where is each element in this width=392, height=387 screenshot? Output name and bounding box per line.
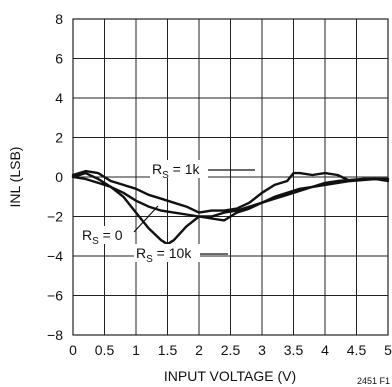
y-tick-label-6: 4 [55,90,63,106]
x-tick-labels: 0 0.5 1 1.5 2 2.5 3 3.5 4 4.5 5 [69,342,392,358]
label-rs-1k-rest: = 1k [169,161,201,177]
y-tick-label-4: 0 [55,169,63,185]
label-rs-10k: RS = 10k [136,245,192,265]
x-tick-label-3: 1.5 [158,342,178,358]
x-tick-label-9: 4.5 [347,342,367,358]
x-axis-label: INPUT VOLTAGE (V) [164,368,296,384]
x-tick-label-1: 0.5 [95,342,115,358]
label-rs-10k-main: R [136,245,146,261]
x-tick-label-10: 5 [384,342,392,358]
y-tick-label-0: −8 [47,327,63,343]
y-tick-label-7: 6 [55,51,63,67]
x-tick-label-4: 2 [195,342,203,358]
x-tick-label-0: 0 [69,342,77,358]
series-line-rs-0 [71,175,390,218]
y-tick-label-2: −4 [47,248,63,264]
label-rs-10k-rest: = 10k [153,245,193,261]
x-tick-label-8: 4 [321,342,329,358]
label-rs-0-main: R [82,227,92,243]
series-line-rs-1k [71,169,390,214]
label-rs-10k-sub: S [146,254,153,265]
figure-code: 2451 F1 [357,376,390,386]
label-bg-rs-1k [150,160,208,178]
annotations: RS = 1k RS = 0 RS = 10k [80,160,255,265]
label-rs-1k-sub: S [162,170,169,181]
y-tick-label-5: 2 [55,130,63,146]
label-rs-0: RS = 0 [82,227,123,247]
y-tick-label-1: −6 [47,288,63,304]
y-axis-label: INL (LSB) [7,147,23,208]
label-bg-rs-10k [134,244,200,262]
x-tick-label-7: 3.5 [284,342,304,358]
y-tick-labels: −8 −6 −4 −2 0 2 4 6 8 [47,11,63,343]
label-rs-1k-main: R [152,161,162,177]
x-tick-label-6: 3 [258,342,266,358]
y-tick-label-3: −2 [47,209,63,225]
label-rs-0-sub: S [92,236,99,247]
series-lines [71,169,390,246]
label-rs-0-rest: = 0 [99,227,123,243]
x-tick-label-2: 1 [132,342,140,358]
x-tick-label-5: 2.5 [221,342,241,358]
leader-line-rs-0 [133,205,159,233]
series-line-rs-10k [71,171,390,246]
y-tick-label-8: 8 [55,11,63,27]
label-rs-1k: RS = 1k [152,161,201,181]
label-bg-rs-0 [80,226,132,244]
